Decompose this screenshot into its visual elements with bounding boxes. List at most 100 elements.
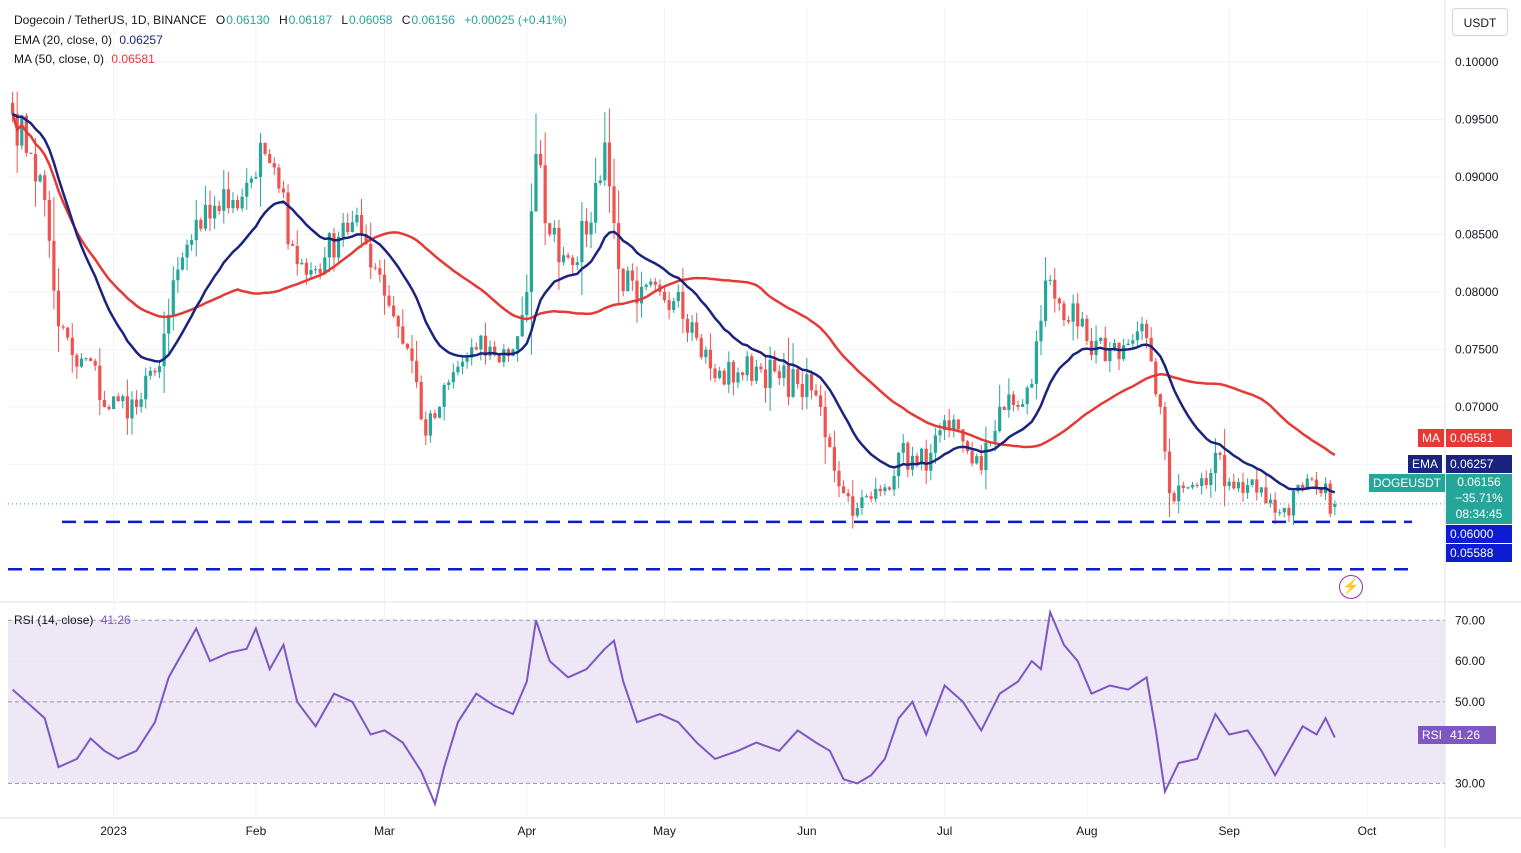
candle-body	[1126, 343, 1130, 346]
candle-body	[639, 286, 644, 304]
candle-body	[1319, 487, 1323, 494]
candle-body	[998, 406, 1002, 432]
candle-body	[226, 189, 230, 209]
candle-body	[566, 255, 570, 258]
candle-body	[79, 358, 84, 367]
candle-body	[612, 186, 616, 224]
ohlc-low-value: 0.06058	[349, 13, 393, 27]
candle-body	[1172, 493, 1176, 502]
candle-body	[901, 443, 905, 453]
candle-body	[263, 142, 267, 154]
candle-body	[190, 240, 194, 245]
candle-body	[1213, 452, 1218, 474]
candle-body	[933, 435, 937, 453]
candle-body	[1048, 279, 1052, 281]
candles-group	[10, 91, 1337, 529]
ohlc-close: C0.06156	[396, 13, 455, 27]
candle-body	[819, 395, 823, 407]
candle-body	[869, 496, 873, 499]
candle-body	[1112, 342, 1117, 350]
time-tick-label: Sep	[1219, 824, 1241, 838]
ma-legend[interactable]: MA (50, close, 0) 0.06581	[14, 51, 155, 67]
candle-body	[644, 284, 648, 287]
rsi-tick-label: 50.00	[1455, 695, 1485, 709]
change-value: +0.00025 (+0.41%)	[464, 13, 567, 27]
candle-body	[607, 142, 612, 187]
rsi-tick-label: 60.00	[1455, 654, 1485, 668]
candle-body	[773, 359, 777, 372]
candle-body	[603, 142, 607, 181]
candle-body	[617, 223, 621, 269]
candle-body	[561, 255, 566, 263]
lightning-icon[interactable]: ⚡	[1339, 575, 1363, 599]
candle-body	[970, 451, 974, 464]
candle-body	[1282, 508, 1286, 513]
candle-body	[121, 396, 125, 402]
ohlc-high: H0.06187	[273, 13, 332, 27]
rsi-legend[interactable]: RSI (14, close) 41.26	[14, 612, 131, 628]
currency-unit-button[interactable]: USDT	[1452, 8, 1508, 36]
candle-body	[29, 152, 33, 154]
candle-body	[1305, 478, 1309, 490]
candle-body	[594, 183, 598, 223]
candle-body	[167, 314, 171, 334]
candle-body	[832, 447, 836, 471]
candle-body	[272, 163, 276, 168]
candle-body	[1057, 298, 1061, 304]
candle-body	[1021, 404, 1025, 407]
candle-body	[1195, 484, 1199, 487]
candle-body	[1089, 340, 1094, 356]
rsi-line	[11, 608, 1336, 807]
candle-body	[860, 497, 864, 509]
ema-tag: EMA	[1408, 455, 1443, 473]
candle-body	[245, 182, 249, 197]
candle-body	[414, 360, 419, 383]
price-tick-label: 0.09000	[1455, 170, 1499, 184]
candle-body	[428, 413, 432, 436]
candle-body	[1236, 482, 1241, 489]
ma-legend-value: 0.06581	[111, 52, 155, 66]
candle-body	[470, 347, 474, 358]
candle-body	[1076, 303, 1080, 327]
candle-body	[864, 496, 869, 498]
candle-body	[1011, 394, 1016, 405]
candle-body	[355, 214, 359, 223]
candle-body	[405, 343, 410, 349]
candle-body	[653, 281, 657, 285]
candle-body	[38, 175, 42, 182]
candle-body	[102, 400, 107, 407]
candle-body	[1099, 337, 1103, 341]
candle-body	[979, 456, 983, 471]
candle-body	[1080, 318, 1084, 327]
time-tick-label: Oct	[1358, 824, 1377, 838]
support-1-label: 0.06000	[1446, 525, 1512, 543]
candle-body	[750, 356, 754, 381]
candle-body	[199, 219, 203, 229]
candle-body	[43, 175, 47, 200]
candle-body	[24, 115, 28, 153]
candle-body	[144, 375, 148, 400]
candle-body	[1268, 499, 1273, 504]
candle-body	[920, 448, 924, 465]
candle-body	[1232, 481, 1236, 489]
rsi-legend-label: RSI (14, close)	[14, 613, 94, 627]
candle-body	[699, 337, 703, 358]
candle-body	[502, 349, 506, 363]
candle-body	[708, 349, 713, 369]
candle-body	[543, 165, 547, 224]
symbol-title: Dogecoin / TetherUS, 1D, BINANCE	[14, 13, 207, 27]
candle-body	[942, 420, 947, 431]
candle-body	[984, 442, 988, 471]
candle-body	[125, 396, 129, 419]
candle-body	[516, 336, 520, 350]
time-tick-label: Apr	[517, 824, 536, 838]
candle-body	[786, 365, 791, 397]
candle-body	[947, 420, 951, 430]
candle-body	[993, 431, 997, 442]
time-tick-label: 2023	[100, 824, 127, 838]
candle-body	[460, 361, 465, 367]
candle-body	[309, 270, 313, 275]
ema-legend[interactable]: EMA (20, close, 0) 0.06257	[14, 32, 163, 48]
